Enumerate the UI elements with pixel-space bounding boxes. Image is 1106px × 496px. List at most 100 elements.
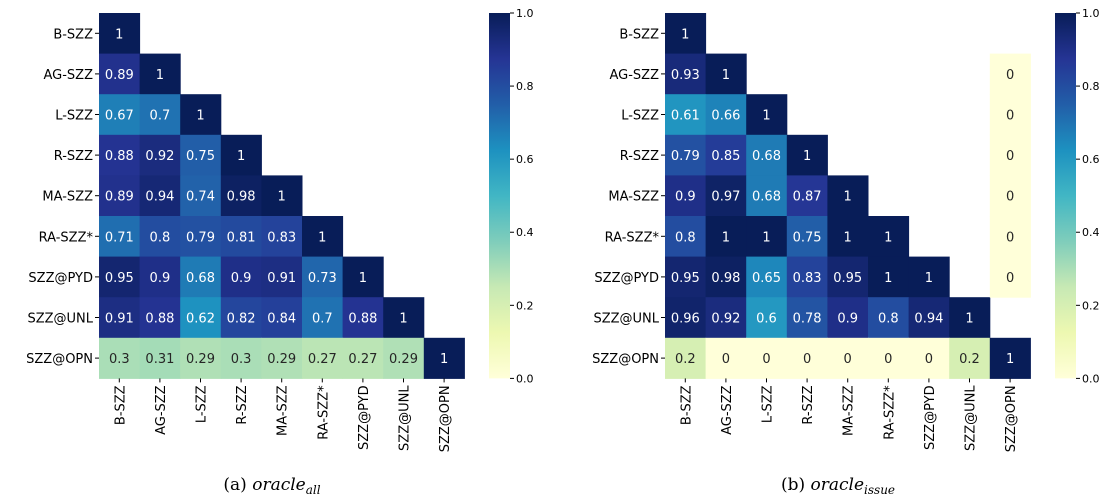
y-tick-label: R-SZZ: [54, 149, 93, 164]
cell-value-label: 1: [359, 271, 367, 286]
cell-value-label: 0.9: [837, 312, 858, 327]
x-tick-label: R-SZZ: [801, 385, 816, 424]
x-tick-label: L-SZZ: [195, 385, 210, 423]
heatmap-cell: [989, 337, 1031, 379]
heatmap-cell: [868, 297, 910, 339]
heatmap-cell: [220, 216, 262, 258]
heatmap-cell: [868, 216, 910, 258]
cell-value-label: 0.6: [756, 312, 777, 327]
heatmap-cell: [180, 134, 222, 176]
x-tick-label: RA-SZZ*: [882, 385, 897, 440]
cell-value-label: 0.97: [711, 190, 740, 205]
heatmap-cell: [665, 175, 707, 217]
heatmap-cell: [989, 256, 1031, 298]
cell-value-label: 0.71: [105, 230, 134, 245]
y-tick-label: R-SZZ: [620, 149, 659, 164]
heatmap-cell: [383, 337, 425, 379]
cell-value-label: 1: [399, 312, 407, 327]
heatmap-cell: [786, 256, 828, 298]
heatmap-cell: [665, 53, 707, 95]
colorbar-tick-label: 0.6: [516, 153, 534, 166]
heatmap-cell: [827, 216, 869, 258]
colorbar-tick-label: 0.0: [1082, 372, 1100, 385]
heatmap-cell: [665, 94, 707, 136]
cell-value-label: 0: [925, 352, 933, 367]
cell-value-label: 1: [803, 149, 811, 164]
cell-value-label: 0.27: [348, 352, 377, 367]
heatmap-cell: [180, 297, 222, 339]
heatmap-cell: [220, 256, 262, 298]
x-tick-label: MA-SZZ: [842, 385, 857, 436]
x-tick-label: SZZ@UNL: [398, 385, 413, 451]
cell-value-label: 0: [1006, 271, 1014, 286]
cell-value-label: 0.88: [145, 312, 174, 327]
cell-value-label: 0.79: [186, 230, 215, 245]
x-tick-label: RA-SZZ*: [316, 385, 331, 440]
heatmap-cell: [786, 175, 828, 217]
heatmap-cell: [827, 256, 869, 298]
cell-value-label: 1: [722, 68, 730, 83]
heatmap-panel-b: 10.93 10.61 0.66 10.79 0.85 0.68 10.9 0.97 0.68 0…: [592, 7, 1099, 496]
y-tick-label: SZZ@UNL: [593, 312, 659, 327]
heatmap-cell: [261, 175, 303, 217]
heatmap-cell: [220, 297, 262, 339]
heatmap-cell: [220, 337, 262, 379]
cell-value-label: 0.73: [308, 271, 337, 286]
heatmap-cell: [342, 256, 384, 298]
colorbar-tick-label: 1.0: [516, 7, 534, 20]
heatmap-cell: [139, 256, 181, 298]
cell-value-label: 0.98: [711, 271, 740, 286]
heatmap-panel-a: 10.89 10.67 0.7 10.88 0.92 0.75 10.89 0.94 0.74 0…: [26, 7, 533, 496]
heatmap-cell: [99, 256, 141, 298]
cell-value-label: 0: [1006, 149, 1014, 164]
cell-value-label: 0.68: [186, 271, 215, 286]
cell-value-label: 0.7: [150, 109, 171, 124]
cell-value-label: 0.8: [878, 312, 899, 327]
cell-value-label: 0: [1006, 190, 1014, 205]
cell-value-label: 0.92: [711, 312, 740, 327]
cell-value-label: 0.92: [145, 149, 174, 164]
heatmap-cell: [180, 94, 222, 136]
cell-value-label: 0.67: [105, 109, 134, 124]
panel-caption: (a) oracleall: [223, 475, 320, 496]
colorbar-tick-label: 0.4: [1082, 226, 1100, 239]
cell-value-label: 0.83: [267, 230, 296, 245]
y-tick-label: L-SZZ: [621, 109, 659, 124]
heatmap-cell: [261, 216, 303, 258]
cell-value-label: 0.88: [348, 312, 377, 327]
cell-value-label: 1: [844, 230, 852, 245]
heatmap-cell: [139, 337, 181, 379]
heatmap-cell: [989, 175, 1031, 217]
cell-value-label: 0: [762, 352, 770, 367]
heatmap-cell: [705, 256, 747, 298]
heatmap-cell: [99, 297, 141, 339]
y-tick-label: MA-SZZ: [42, 190, 93, 205]
y-tick-label: B-SZZ: [619, 27, 659, 42]
colorbar-tick-label: 0.8: [516, 80, 534, 93]
heatmap-cell: [665, 337, 707, 379]
heatmap-cell: [139, 297, 181, 339]
heatmap-cell: [705, 175, 747, 217]
cell-value-label: 0.91: [267, 271, 296, 286]
x-tick-label: SZZ@OPN: [438, 385, 453, 452]
heatmap-cell: [665, 13, 707, 55]
heatmap-cell: [705, 337, 747, 379]
colorbar-tick-label: 0.4: [516, 226, 534, 239]
heatmap-cell: [949, 337, 991, 379]
cell-value-label: 0.8: [675, 230, 696, 245]
colorbar-tick-label: 0.2: [516, 299, 534, 312]
heatmap-cell: [908, 256, 950, 298]
cell-value-label: 0.96: [671, 312, 700, 327]
heatmap-cell: [139, 175, 181, 217]
heatmap-cell: [261, 337, 303, 379]
y-tick-label: AG-SZZ: [610, 68, 660, 83]
heatmap-cell: [989, 94, 1031, 136]
x-tick-label: AG-SZZ: [154, 385, 169, 435]
heatmap-cell: [99, 94, 141, 136]
cell-value-label: 0: [1006, 68, 1014, 83]
cell-value-label: 0.79: [671, 149, 700, 164]
y-tick-label: SZZ@OPN: [592, 352, 659, 367]
heatmap-cell: [99, 216, 141, 258]
colorbar-tick-label: 0.6: [1082, 153, 1100, 166]
cell-value-label: 0.91: [105, 312, 134, 327]
